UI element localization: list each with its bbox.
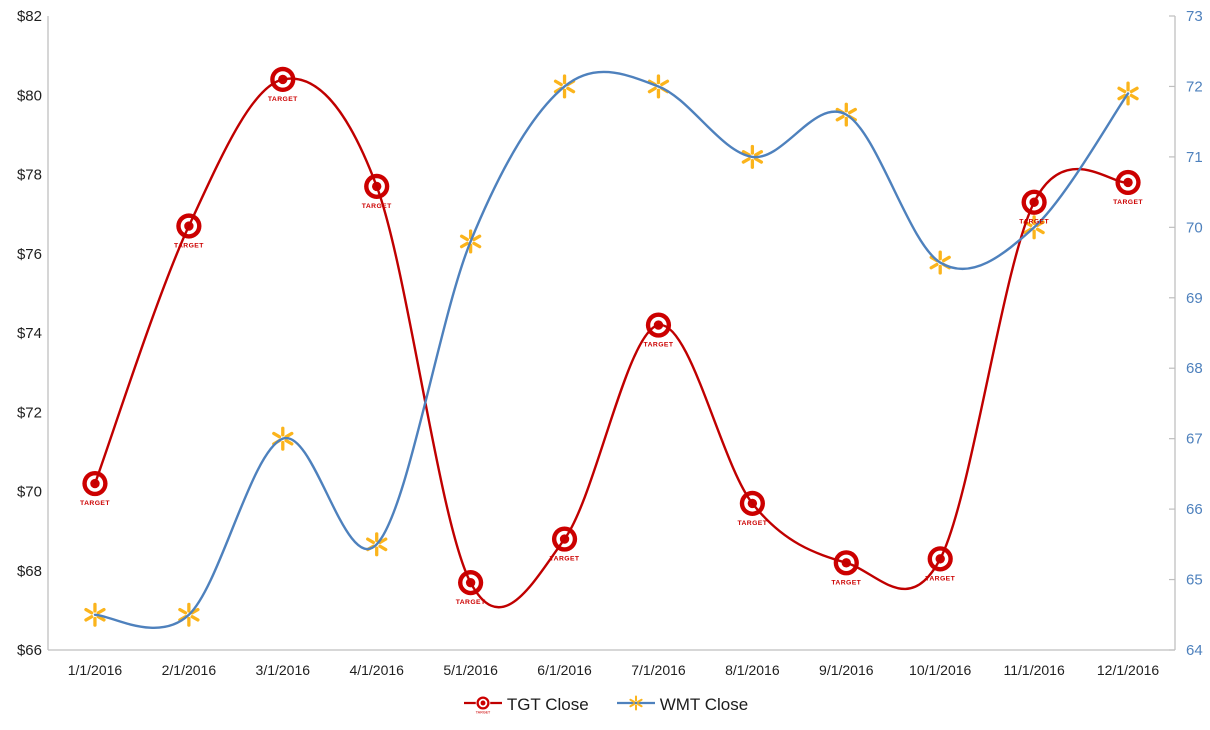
legend-label-wmt: WMT Close — [659, 694, 749, 714]
target-point-label: TARGET — [925, 575, 955, 582]
wmt-legend-marker-icon — [616, 695, 655, 711]
target-point-label: TARGET — [456, 599, 486, 606]
walmart-spark-icon — [566, 86, 576, 94]
x-axis-tick-label: 11/1/2016 — [1004, 662, 1065, 678]
legend-target-point-label: TARGET — [476, 711, 491, 715]
walmart-spark-icon — [378, 537, 388, 545]
target-point-label: TARGET — [644, 342, 674, 349]
walmart-spark-icon — [835, 114, 845, 122]
left-axis-tick-label: $80 — [17, 87, 42, 104]
walmart-spark-icon — [96, 607, 106, 615]
walmart-spark-icon — [1117, 86, 1127, 94]
walmart-spark-icon — [96, 615, 106, 622]
walmart-spark-icon — [1129, 86, 1139, 94]
walmart-spark-icon — [929, 262, 939, 270]
walmart-spark-icon — [459, 241, 469, 249]
walmart-spark-icon — [178, 607, 188, 615]
target-point-label: TARGET — [550, 556, 580, 563]
series-line-tgt — [93, 77, 1130, 609]
x-axis-tick-label: 1/1/2016 — [68, 662, 123, 678]
axes: $82 $80 $78 $76 $74 $72 $70 $68 $66 73 72 71 70 69 68 6… — [17, 8, 1203, 678]
walmart-spark-icon — [472, 241, 482, 249]
target-point-label: TARGET — [831, 579, 861, 586]
walmart-spark-icon — [754, 157, 764, 164]
target-bullseye-icon — [480, 700, 486, 706]
walmart-spark-icon — [660, 79, 670, 87]
walmart-spark-icon — [741, 150, 751, 157]
walmart-spark-icon — [1129, 93, 1139, 101]
x-axis-tick-label: 5/1/2016 — [443, 662, 498, 678]
legend-label-tgt: TGT Close — [506, 694, 589, 714]
walmart-spark-icon — [190, 607, 200, 615]
x-axis-tick-label: 12/1/2016 — [1097, 662, 1159, 678]
right-axis-tick-label: 66 — [1186, 501, 1203, 518]
right-axis-tick-label: 69 — [1186, 290, 1203, 307]
left-axis-tick-label: $66 — [17, 642, 42, 659]
right-axis-tick-label: 72 — [1186, 78, 1203, 95]
walmart-spark-icon — [1117, 93, 1127, 101]
left-axis-tick-label: $78 — [17, 167, 42, 184]
walmart-spark-icon — [84, 607, 94, 615]
walmart-spark-icon — [366, 537, 376, 545]
walmart-spark-icon — [284, 431, 294, 439]
x-axis-tick-label: 4/1/2016 — [349, 662, 404, 678]
right-axis-tick-label: 67 — [1186, 431, 1203, 448]
walmart-spark-icon — [941, 255, 951, 263]
right-axis-tick-label: 64 — [1186, 642, 1203, 659]
walmart-spark-icon — [272, 431, 282, 439]
walmart-spark-icon — [378, 544, 388, 552]
walmart-spark-icon — [553, 79, 563, 87]
target-point-label: TARGET — [80, 500, 110, 507]
series-line-wmt — [93, 70, 1130, 629]
walmart-spark-icon — [459, 234, 469, 242]
left-axis-tick-label: $82 — [17, 8, 42, 25]
right-axis-tick-label: 71 — [1186, 149, 1203, 166]
walmart-spark-icon — [284, 438, 294, 446]
legend-item-wmt-close[interactable]: WMT Close — [615, 691, 748, 717]
walmart-spark-icon — [629, 703, 635, 708]
walmart-spark-icon — [647, 86, 657, 94]
walmart-spark-icon — [472, 234, 482, 242]
walmart-spark-icon — [1035, 227, 1045, 235]
x-axis-tick-label: 2/1/2016 — [162, 662, 217, 678]
legend-item-tgt-close[interactable]: TARGET TGT Close — [462, 691, 589, 717]
right-axis-tick-label: 65 — [1186, 572, 1203, 589]
x-axis-tick-label: 6/1/2016 — [537, 662, 592, 678]
left-axis-tick-label: $74 — [17, 325, 42, 342]
target-point-label: TARGET — [737, 520, 767, 527]
chart-legend: TARGET TGT Close WMT Close — [0, 688, 1210, 720]
walmart-spark-icon — [629, 698, 635, 703]
walmart-spark-icon — [636, 698, 643, 703]
point-labels: TARGET TARGET TARGET TARGET TARGET TARGET TARG… — [80, 96, 1143, 606]
left-axis-tick-label: $70 — [17, 484, 42, 501]
x-axis-tick-label: 9/1/2016 — [819, 662, 874, 678]
walmart-spark-icon — [754, 150, 764, 157]
right-axis-tick-label: 73 — [1186, 8, 1203, 25]
left-axis-tick-label: $72 — [17, 404, 42, 421]
target-point-label: TARGET — [268, 96, 298, 103]
walmart-spark-icon — [741, 157, 751, 164]
x-axis-tick-label: 8/1/2016 — [725, 662, 780, 678]
x-axis-tick-label: 10/1/2016 — [909, 662, 971, 678]
walmart-spark-icon — [636, 703, 643, 708]
right-axis-tick-label: 70 — [1186, 219, 1203, 236]
walmart-spark-icon — [190, 615, 200, 622]
left-axis-tick-label: $68 — [17, 563, 42, 580]
x-axis-tick-label: 7/1/2016 — [631, 662, 686, 678]
right-axis-tick-label: 68 — [1186, 360, 1203, 377]
walmart-spark-icon — [847, 107, 857, 115]
target-point-label: TARGET — [362, 203, 392, 210]
x-axis-tick-label: 3/1/2016 — [256, 662, 311, 678]
target-point-label: TARGET — [174, 243, 204, 250]
left-axis-tick-label: $76 — [17, 246, 42, 263]
series-markers — [80, 65, 1143, 627]
walmart-spark-icon — [84, 615, 94, 622]
target-point-label: TARGET — [1113, 199, 1143, 206]
tgt-legend-marker-icon: TARGET — [463, 695, 502, 715]
target-point-label: TARGET — [1019, 219, 1049, 226]
